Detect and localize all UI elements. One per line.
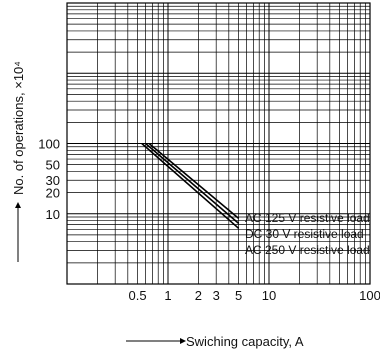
x-tick-label: 2	[195, 288, 202, 303]
x-tick-label: 1	[164, 288, 171, 303]
x-tick-label: 3	[213, 288, 220, 303]
series-line-2	[145, 142, 240, 225]
series-line-1	[148, 142, 240, 220]
series-label-2: DC 30 V resistive load	[245, 227, 364, 241]
y-tick-label: 20	[46, 186, 60, 201]
x-tick-labels: 0.5 1 2 3 5 10 100	[129, 288, 380, 303]
y-tick-label: 30	[46, 173, 60, 188]
series-label-1: AC 125 V resistive load	[245, 211, 370, 225]
series-line-3	[141, 142, 240, 229]
plot-frame	[66, 2, 371, 285]
y-tick-label: 100	[38, 137, 60, 152]
series-labels: AC 125 V resistive load DC 30 V resistive…	[245, 211, 370, 257]
y-tick-label: 10	[46, 207, 60, 222]
y-axis-arrow	[15, 202, 21, 262]
x-tick-label: 5	[235, 288, 242, 303]
grid-lines	[67, 3, 370, 284]
series-layer	[141, 142, 240, 229]
y-tick-label: 50	[46, 158, 60, 173]
x-tick-label: 0.5	[129, 288, 147, 303]
series-label-3: AC 250 V resistive load	[245, 243, 370, 257]
x-axis-label: Swiching capacity, A	[186, 334, 304, 349]
x-tick-label: 10	[262, 288, 276, 303]
x-axis-arrow	[126, 338, 186, 344]
x-tick-label: 100	[359, 288, 380, 303]
y-axis-label: No. of operations, ×10⁴	[11, 61, 26, 195]
